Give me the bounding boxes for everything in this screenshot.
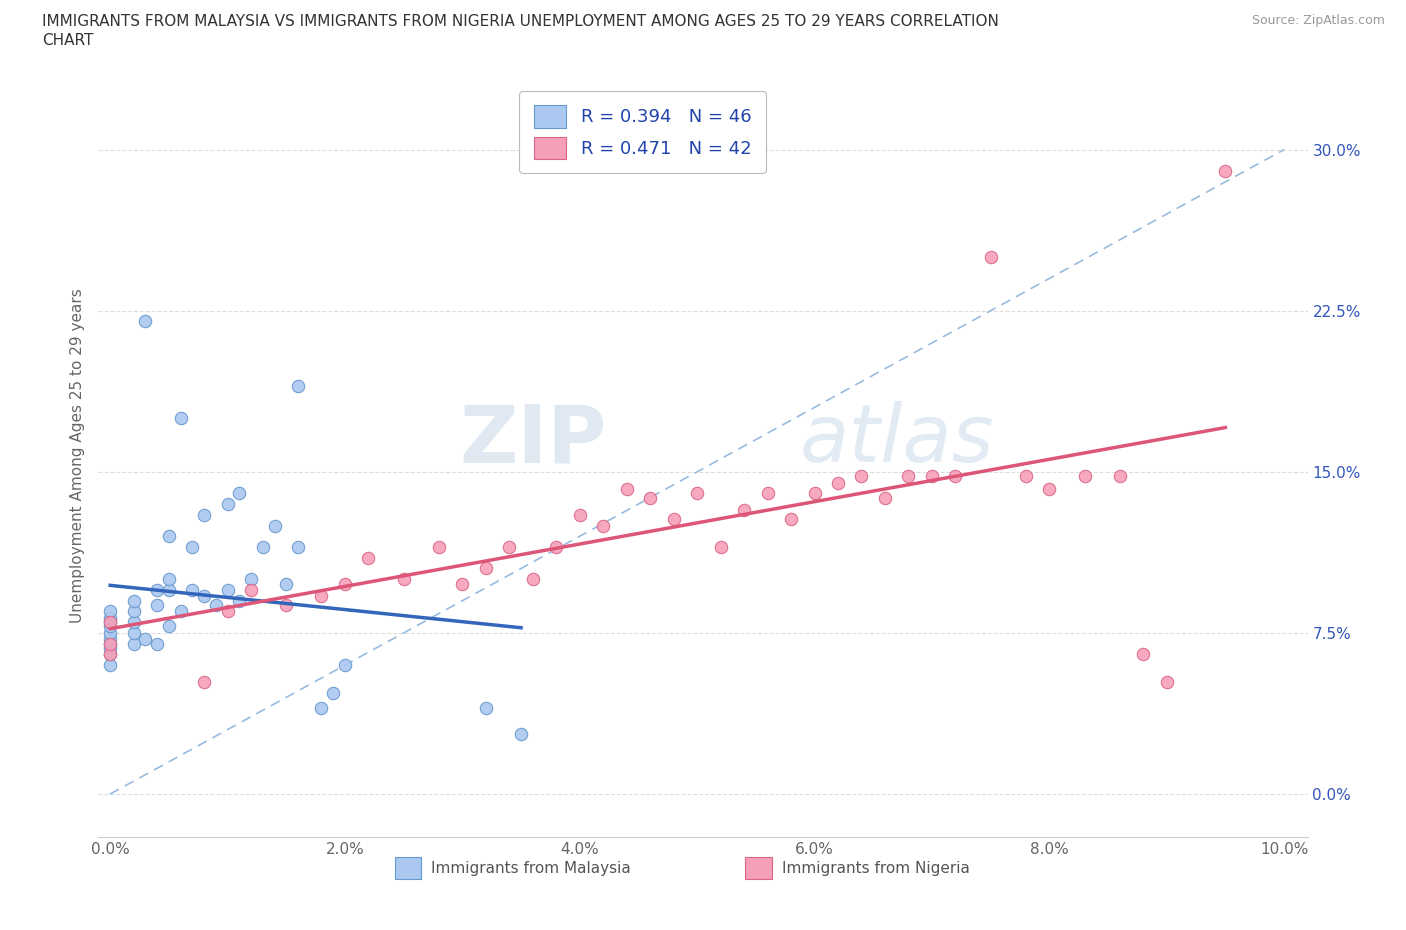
Point [228, 593, 250, 608]
Point [98, 658, 121, 672]
Point [181, 582, 204, 597]
Point [217, 497, 239, 512]
Point [122, 636, 145, 651]
Point [311, 700, 333, 715]
Point [134, 631, 156, 646]
Point [240, 582, 263, 597]
Point [803, 485, 825, 500]
Text: Immigrants from Nigeria: Immigrants from Nigeria [782, 860, 970, 875]
Point [873, 490, 896, 505]
Point [146, 598, 169, 613]
Point [217, 604, 239, 618]
Text: atlas: atlas [800, 402, 994, 480]
Point [157, 619, 180, 634]
Point [592, 518, 614, 533]
Point [662, 512, 685, 526]
Point [357, 551, 380, 565]
Point [686, 485, 709, 500]
Point [780, 512, 803, 526]
Point [98, 615, 121, 630]
Point [510, 726, 533, 741]
Point [287, 539, 309, 554]
Point [311, 589, 333, 604]
Text: Source: ZipAtlas.com: Source: ZipAtlas.com [1251, 14, 1385, 27]
Point [851, 469, 873, 484]
Point [98, 619, 121, 634]
Point [827, 475, 849, 490]
Point [945, 469, 967, 484]
Point [122, 626, 145, 641]
Point [157, 572, 180, 587]
Point [276, 576, 298, 591]
Point [98, 647, 121, 662]
Point [169, 604, 191, 618]
Point [157, 582, 180, 597]
Point [568, 508, 591, 523]
Point [98, 610, 121, 625]
Point [1156, 675, 1178, 690]
Point [240, 572, 263, 587]
Point [98, 636, 121, 651]
Point [98, 615, 121, 630]
Point [498, 539, 520, 554]
Point [157, 529, 180, 544]
Text: IMMIGRANTS FROM MALAYSIA VS IMMIGRANTS FROM NIGERIA UNEMPLOYMENT AMONG AGES 25 T: IMMIGRANTS FROM MALAYSIA VS IMMIGRANTS F… [42, 14, 1000, 29]
Point [181, 539, 204, 554]
Point [733, 503, 755, 518]
Point [546, 539, 568, 554]
FancyBboxPatch shape [745, 857, 772, 879]
Point [146, 636, 169, 651]
Point [98, 636, 121, 651]
Point [616, 482, 638, 497]
Point [451, 576, 474, 591]
Text: ZIP: ZIP [458, 402, 606, 480]
Point [1108, 469, 1130, 484]
Point [1038, 482, 1060, 497]
Point [193, 508, 215, 523]
Point [98, 604, 121, 618]
Point [1132, 647, 1154, 662]
Point [756, 485, 779, 500]
Point [98, 626, 121, 641]
Point [322, 685, 344, 700]
Point [193, 589, 215, 604]
Point [1073, 469, 1095, 484]
Point [217, 582, 239, 597]
Y-axis label: Unemployment Among Ages 25 to 29 years: Unemployment Among Ages 25 to 29 years [69, 288, 84, 623]
Point [276, 598, 298, 613]
Text: Immigrants from Malaysia: Immigrants from Malaysia [432, 860, 631, 875]
Point [980, 249, 1002, 264]
Point [897, 469, 920, 484]
Point [204, 598, 226, 613]
Point [122, 593, 145, 608]
Point [122, 604, 145, 618]
Point [263, 518, 285, 533]
Point [522, 572, 544, 587]
Point [333, 658, 356, 672]
Point [392, 572, 415, 587]
Point [169, 411, 191, 426]
FancyBboxPatch shape [395, 857, 422, 879]
Point [98, 641, 121, 656]
Point [122, 615, 145, 630]
Point [134, 314, 156, 329]
Legend: R = 0.394   N = 46, R = 0.471   N = 42: R = 0.394 N = 46, R = 0.471 N = 42 [519, 91, 766, 173]
Point [921, 469, 943, 484]
Point [228, 485, 250, 500]
Point [638, 490, 661, 505]
Point [252, 539, 274, 554]
Point [427, 539, 450, 554]
Point [333, 576, 356, 591]
Point [287, 379, 309, 393]
Point [98, 647, 121, 662]
Point [475, 700, 498, 715]
Point [193, 675, 215, 690]
Point [98, 631, 121, 646]
Point [146, 582, 169, 597]
Point [475, 561, 498, 576]
Point [1015, 469, 1038, 484]
Point [1215, 164, 1237, 179]
Text: CHART: CHART [42, 33, 94, 47]
Point [710, 539, 733, 554]
